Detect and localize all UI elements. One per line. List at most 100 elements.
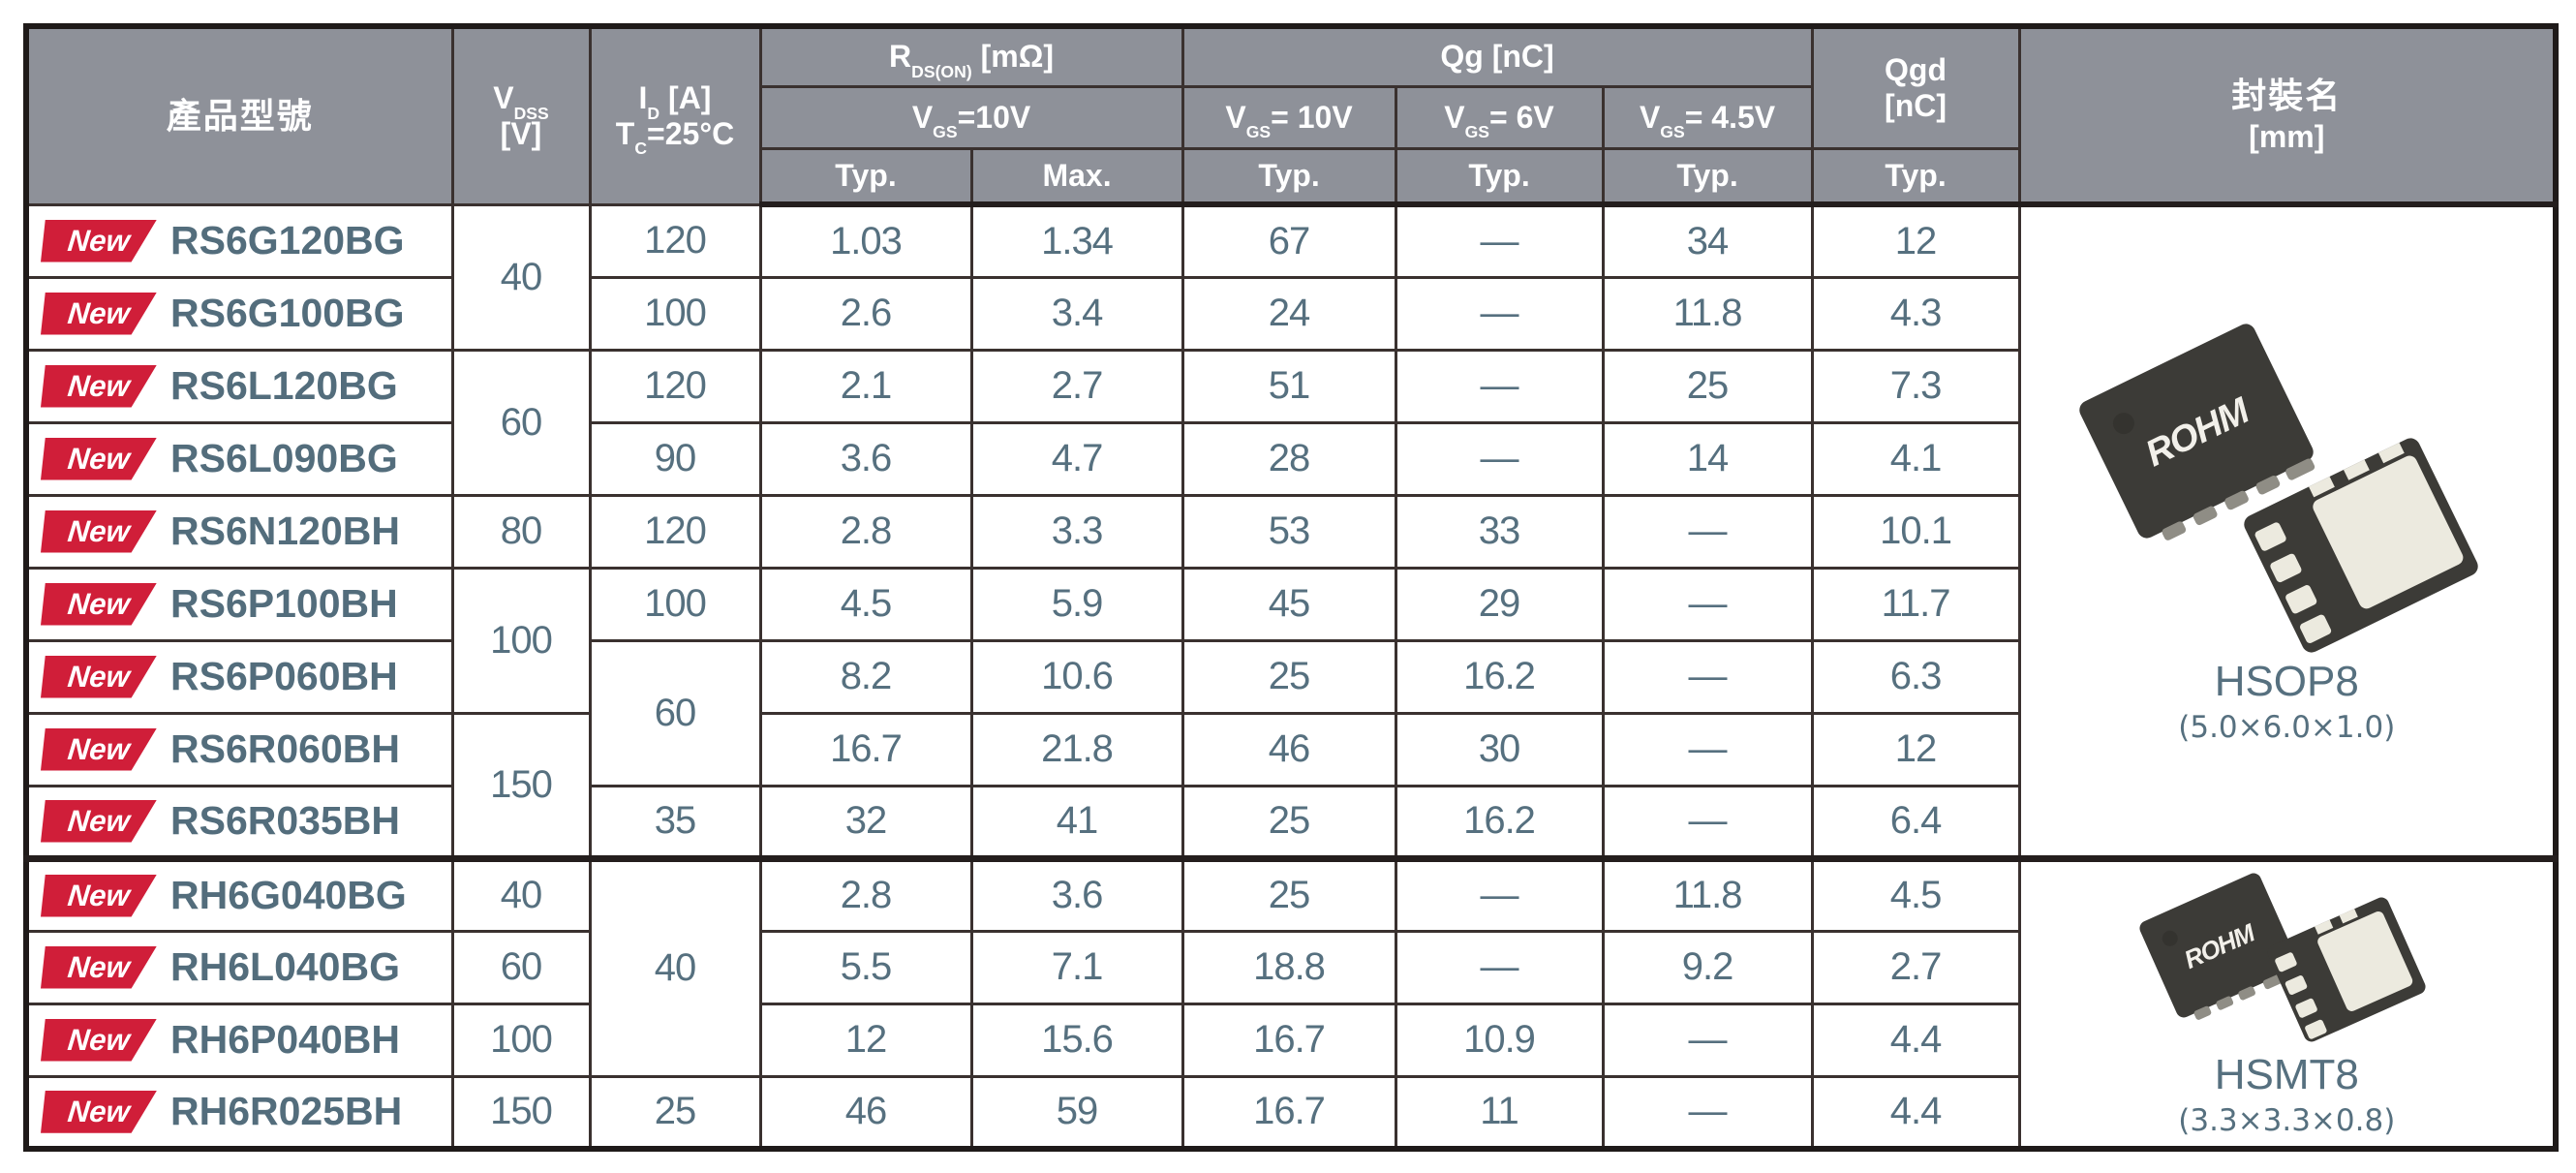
hsop8-photo: ROHM — [2079, 324, 2478, 653]
qg10-value: 51 — [1181, 348, 1397, 424]
rds-max-value: 7.1 — [969, 929, 1184, 1005]
rds-max-value: 15.6 — [969, 1002, 1184, 1078]
qg6-value: 30 — [1394, 711, 1605, 787]
qg45-value: — — [1601, 639, 1814, 715]
product-cell: New RS6R060BH — [24, 711, 454, 787]
table-row: New RS6R060BH 150 16.7 21.8 46 30 — 12 — [24, 711, 2556, 860]
subheader-qg6-typ: Typ. — [1394, 146, 1605, 207]
product-cell: New RS6L120BG — [24, 348, 454, 424]
new-badge-label: New — [66, 1094, 132, 1128]
chip-top-view: ROHM — [2079, 324, 2315, 541]
col-header-package: 封裝名 [mm] — [2017, 24, 2558, 207]
id-value: 120 — [588, 348, 762, 424]
product-name: RH6L040BG — [170, 944, 400, 989]
product-name: RS6G120BG — [170, 218, 405, 262]
rds-typ-value: 8.2 — [758, 639, 973, 715]
rds-typ-value: 3.6 — [758, 421, 973, 497]
product-name: RH6G040BG — [170, 873, 407, 917]
package-size: (3.3×3.3×0.8) — [2178, 1102, 2396, 1138]
id-value: 120 — [588, 202, 762, 279]
product-name: RS6L120BG — [170, 363, 398, 408]
vdss-value: 60 — [450, 348, 592, 497]
rds-max-value: 10.6 — [969, 639, 1184, 715]
new-badge-label: New — [66, 878, 132, 912]
qg10-value: 46 — [1181, 711, 1397, 787]
rds-typ-value: 2.8 — [758, 854, 973, 933]
subheader-qgd-typ: Typ. — [1810, 146, 2021, 207]
header-row-2: VGS=10V VGS= 10V VGS= 6V VGS= 4.5V — [26, 84, 2556, 150]
subheader-qg-vgs6: VGS= 6V — [1394, 84, 1605, 150]
qgd-value: 12 — [1810, 202, 2021, 279]
qg45-value: — — [1601, 493, 1814, 570]
vdss-value: 40 — [450, 854, 592, 933]
id-value: 100 — [588, 276, 762, 352]
qg45-value: 25 — [1601, 348, 1814, 424]
product-cell: New RS6G120BG — [24, 202, 454, 279]
vdss-value: 150 — [450, 711, 592, 860]
col-header-qgd: Qgd [nC] — [1810, 24, 2021, 150]
rds-typ-value: 2.6 — [758, 276, 973, 352]
col-header-qg: Qg [nC] — [1181, 24, 1814, 88]
qg10-value: 53 — [1181, 493, 1397, 570]
product-cell: New RS6P100BH — [24, 566, 454, 642]
rds-max-value: 1.34 — [969, 202, 1184, 279]
rds-max-value: 59 — [969, 1074, 1184, 1151]
qg45-value: 9.2 — [1601, 929, 1814, 1005]
rds-max-value: 4.7 — [969, 421, 1184, 497]
new-badge-label: New — [66, 441, 132, 476]
product-cell: New RS6N120BH — [24, 493, 454, 570]
new-badge-label: New — [66, 949, 132, 984]
qgd-value: 10.1 — [1810, 493, 2021, 570]
rds-typ-value: 32 — [758, 785, 973, 860]
product-cell: New RH6G040BG — [24, 854, 454, 933]
qg6-value: 29 — [1394, 566, 1605, 642]
vdss-value: 100 — [450, 1002, 592, 1078]
table-row: New RS6N120BH 80 120 2.8 3.3 53 33 — 10.… — [24, 493, 2556, 570]
qg10-value: 18.8 — [1181, 929, 1397, 1005]
qgd-value: 4.5 — [1810, 854, 2021, 933]
product-name: RS6L090BG — [170, 436, 398, 480]
rds-max-value: 3.3 — [969, 493, 1184, 570]
table-row: New RS6P060BH 60 8.2 10.6 25 16.2 — 6.3 — [24, 639, 2556, 787]
chip-bottom-view — [2267, 897, 2426, 1042]
product-name: RS6P100BH — [170, 581, 398, 626]
new-badge-label: New — [66, 1022, 132, 1057]
qg6-value: — — [1394, 202, 1605, 279]
table-row: New RS6G100BG 100 2.6 3.4 24 — 11.8 4.3 — [24, 276, 2556, 352]
col-header-vdss: VDSS [V] — [450, 24, 592, 206]
rds-typ-value: 46 — [758, 1074, 973, 1151]
rds-max-value: 3.4 — [969, 276, 1184, 352]
subheader-qg-vgs10: VGS= 10V — [1181, 84, 1397, 150]
product-name: RH6P040BH — [170, 1017, 400, 1062]
qg6-value: — — [1394, 348, 1605, 424]
new-badge-label: New — [66, 731, 132, 766]
product-name: RH6R025BH — [170, 1089, 403, 1134]
new-badge: New — [41, 219, 157, 262]
qgd-value: 6.3 — [1810, 639, 2021, 715]
new-badge: New — [41, 582, 157, 626]
col-header-product: 產品型號 — [24, 24, 454, 206]
new-badge-label: New — [66, 295, 132, 330]
table-row: New RS6P100BH 100 100 4.5 5.9 45 29 — 11… — [24, 566, 2556, 715]
qgd-value: 4.1 — [1810, 421, 2021, 497]
qg6-value: 16.2 — [1394, 639, 1605, 715]
package-name: HSOP8 — [2214, 658, 2359, 706]
qg6-value: — — [1394, 421, 1605, 497]
table-row: New RS6G120BG 40 120 1.03 1.34 67 — 34 1… — [24, 202, 2558, 860]
vdss-value: 100 — [450, 566, 592, 715]
qgd-value: 7.3 — [1810, 348, 2021, 424]
id-value: 90 — [588, 421, 762, 497]
new-badge: New — [41, 727, 157, 771]
product-name: RS6R035BH — [170, 798, 400, 843]
new-badge-label: New — [66, 803, 132, 838]
subheader-qg-vgs45: VGS= 4.5V — [1601, 84, 1814, 150]
header-row-3: Typ. Max. Typ. Typ. Typ. Typ. — [26, 146, 2556, 207]
rds-typ-value: 5.5 — [758, 929, 973, 1005]
new-badge: New — [41, 1018, 157, 1062]
new-badge: New — [41, 799, 157, 843]
qg45-value: — — [1601, 1002, 1814, 1078]
product-cell: New RS6P060BH — [24, 639, 454, 715]
package-name: HSMT8 — [2214, 1050, 2359, 1098]
new-badge-label: New — [66, 223, 132, 258]
subheader-rds-vgs: VGS=10V — [758, 84, 1184, 150]
